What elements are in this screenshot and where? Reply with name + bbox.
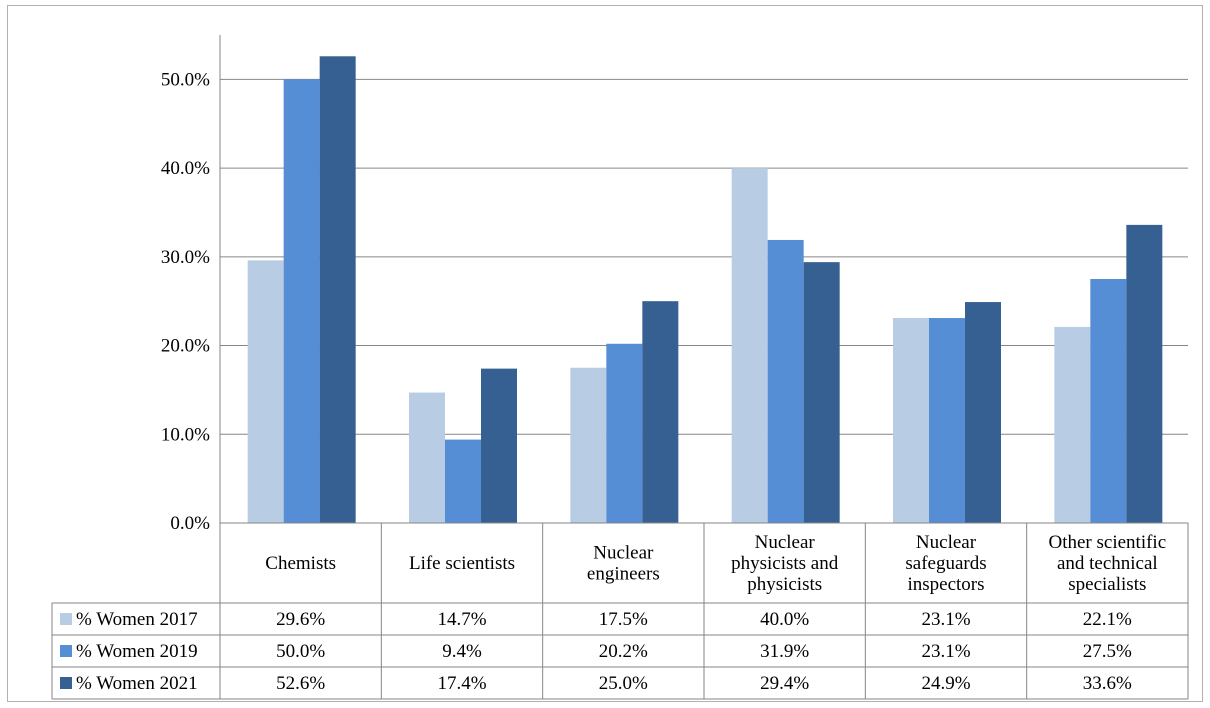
bar <box>803 262 840 523</box>
category-label: Other scientific <box>1049 532 1167 553</box>
legend-label: % Women 2017 <box>76 609 198 630</box>
data-label: 23.1% <box>921 609 970 630</box>
data-label: 22.1% <box>1083 609 1132 630</box>
bar <box>319 56 356 523</box>
data-label: 29.4% <box>760 673 809 694</box>
data-label: 17.5% <box>599 609 648 630</box>
category-label: safeguards <box>905 553 986 574</box>
category-label: physicists and <box>731 553 839 574</box>
bar <box>606 343 643 523</box>
data-label: 14.7% <box>437 609 486 630</box>
data-label: 33.6% <box>1083 673 1132 694</box>
bar <box>965 302 1001 523</box>
bar <box>247 260 284 523</box>
data-label: 50.0% <box>276 641 325 662</box>
y-tick-label: 10.0% <box>161 424 210 445</box>
legend-swatch <box>60 613 72 625</box>
data-label: 9.4% <box>442 641 482 662</box>
y-tick-label: 30.0% <box>161 247 210 268</box>
y-tick-label: 50.0% <box>161 69 210 90</box>
category-label: specialists <box>1068 574 1146 595</box>
data-label: 20.2% <box>599 641 648 662</box>
legend-swatch <box>60 645 72 657</box>
category-label: Life scientists <box>409 553 515 574</box>
category-label: and technical <box>1057 553 1158 574</box>
bar <box>731 168 768 523</box>
category-label: Nuclear <box>593 543 654 564</box>
data-label: 17.4% <box>437 673 486 694</box>
y-tick-label: 20.0% <box>161 336 210 357</box>
y-tick-label: 40.0% <box>161 158 210 179</box>
bar <box>1054 326 1091 523</box>
category-label: Nuclear <box>916 532 977 553</box>
category-label: Nuclear <box>755 532 816 553</box>
legend-label: % Women 2019 <box>76 641 198 662</box>
data-label: 27.5% <box>1083 641 1132 662</box>
data-label: 40.0% <box>760 609 809 630</box>
bar <box>481 368 517 523</box>
data-label: 23.1% <box>921 641 970 662</box>
legend-label: % Women 2021 <box>76 673 198 694</box>
bar <box>570 367 607 523</box>
bar <box>283 79 320 523</box>
bar <box>893 318 929 523</box>
bar <box>409 392 445 523</box>
data-label: 24.9% <box>921 673 970 694</box>
data-label: 25.0% <box>599 673 648 694</box>
data-label: 52.6% <box>276 673 325 694</box>
bar <box>642 301 679 523</box>
bar <box>1090 279 1127 523</box>
category-label: physicists <box>747 574 822 595</box>
bar <box>1126 224 1163 524</box>
chart-frame <box>7 5 1203 702</box>
legend-swatch <box>60 677 72 689</box>
category-label: engineers <box>587 564 660 585</box>
category-label: inspectors <box>907 574 984 595</box>
data-label: 31.9% <box>760 641 809 662</box>
bar <box>445 439 481 523</box>
bar <box>767 239 804 523</box>
category-label: Chemists <box>265 553 336 574</box>
bar <box>929 318 965 523</box>
y-tick-label: 0.0% <box>170 513 210 534</box>
data-label: 29.6% <box>276 609 325 630</box>
